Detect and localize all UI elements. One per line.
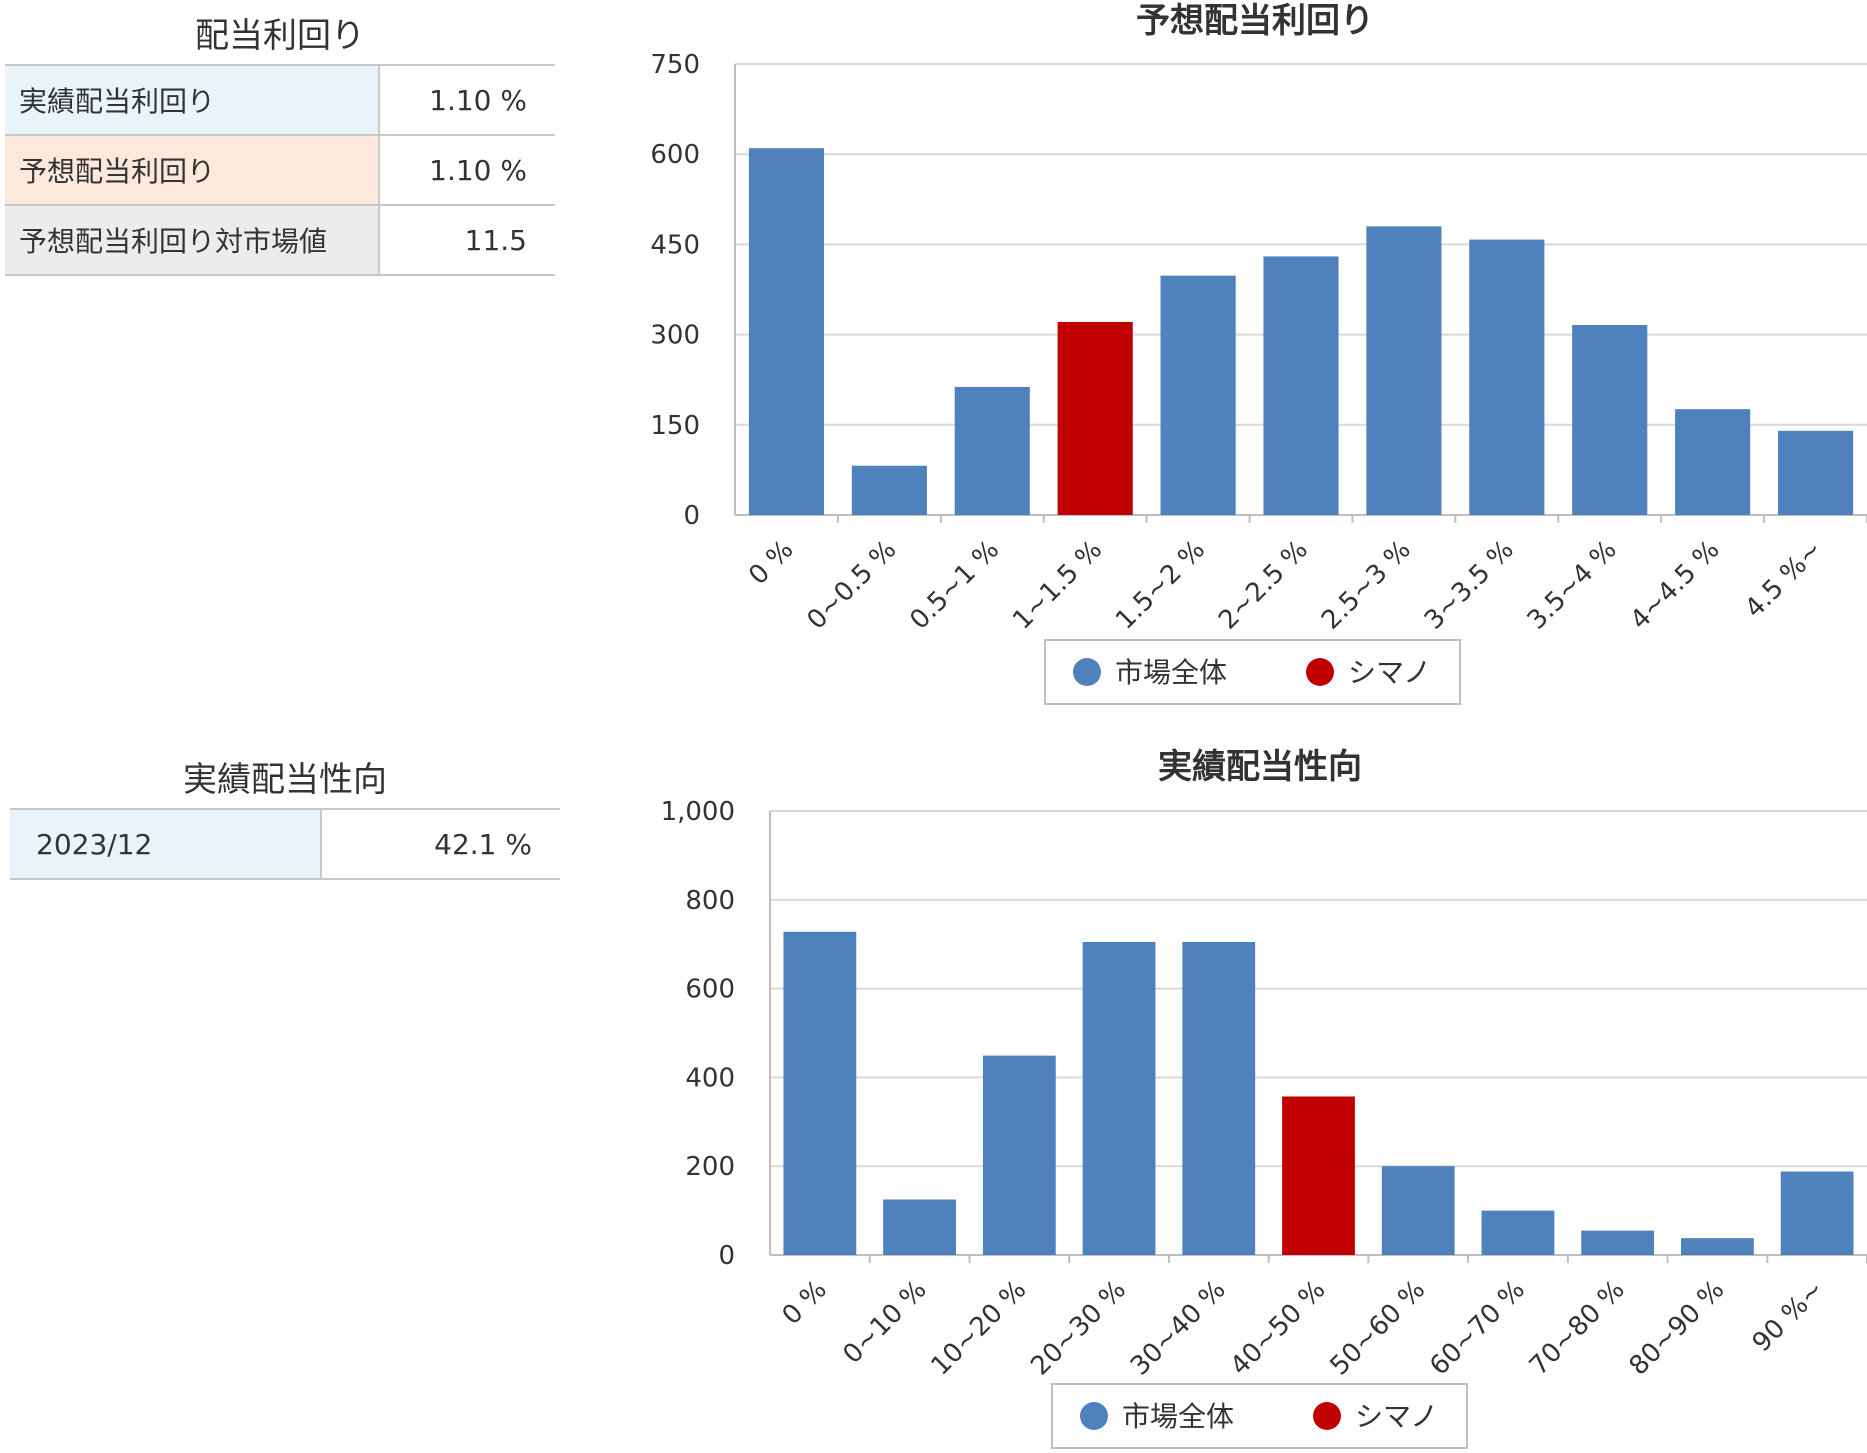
legend-box	[1051, 1383, 1468, 1449]
y-tick-label: 300	[650, 321, 700, 351]
bar	[1780, 1171, 1854, 1255]
bar	[748, 148, 825, 516]
row-value: 1.10 %	[379, 64, 555, 136]
row-value: 11.5	[379, 204, 555, 276]
y-tick-label: 1,000	[661, 797, 735, 827]
x-tick-label: 3.5~4 %	[1522, 535, 1623, 636]
x-tick-label: 0~10 %	[838, 1275, 933, 1370]
legend-marker	[1313, 1402, 1341, 1430]
bar	[851, 465, 927, 515]
chart-title: 実績配当性向	[1158, 747, 1362, 787]
bar	[1381, 1166, 1455, 1255]
bar	[1777, 430, 1854, 515]
bar	[982, 1055, 1056, 1255]
legend-label: 市場全体	[1122, 1400, 1234, 1433]
legend-label: 市場全体	[1115, 656, 1227, 689]
legend-box	[1044, 639, 1461, 705]
legend-marker	[1080, 1402, 1108, 1430]
bar	[783, 931, 857, 1255]
x-tick-label: 50~60 %	[1324, 1275, 1431, 1382]
legend-marker	[1306, 658, 1334, 686]
x-tick-label: 4.5 %~	[1739, 535, 1828, 624]
y-tick-label: 600	[650, 140, 700, 170]
bar	[954, 386, 1030, 515]
x-tick-label: 70~80 %	[1524, 1275, 1631, 1382]
bar	[1481, 1210, 1555, 1255]
x-tick-label: 2.5~3 %	[1316, 535, 1417, 636]
x-tick-label: 20~30 %	[1025, 1275, 1132, 1382]
x-tick-label: 80~90 %	[1624, 1275, 1731, 1382]
table-row: 実績配当利回り 1.10 %	[5, 64, 555, 136]
x-tick-label: 0 %	[777, 1275, 833, 1331]
x-tick-label: 60~70 %	[1424, 1275, 1531, 1382]
x-tick-label: 1~1.5 %	[1007, 535, 1108, 636]
row-value: 42.1 %	[321, 808, 560, 880]
payout-table-title: 実績配当性向	[183, 760, 387, 800]
row-label: 2023/12	[10, 808, 322, 880]
legend-label: シマノ	[1355, 1400, 1438, 1433]
row-value: 1.10 %	[379, 134, 555, 206]
bar	[1057, 321, 1133, 515]
bar	[1469, 239, 1545, 515]
x-tick-label: 2~2.5 %	[1213, 535, 1314, 636]
x-tick-label: 4~4.5 %	[1625, 535, 1726, 636]
x-tick-label: 0.5~1 %	[904, 535, 1005, 636]
y-tick-label: 450	[650, 230, 700, 260]
forecast-yield-chart: 予想配当利回り 0 150 300 450 600 750 0 % 0~0.5 % 0.5~1 %…	[650, 1, 1867, 705]
chart-title: 予想配当利回り	[1136, 1, 1374, 41]
y-tick-label: 750	[650, 50, 700, 80]
yield-table-title: 配当利回り	[195, 16, 365, 56]
bar	[1082, 941, 1156, 1255]
yield-table: 実績配当利回り 1.10 % 予想配当利回り 1.10 % 予想配当利回り対市場…	[5, 64, 555, 276]
row-label: 予想配当利回り対市場値	[5, 204, 380, 276]
y-tick-label: 0	[718, 1241, 735, 1271]
legend-marker	[1073, 658, 1101, 686]
table-row: 予想配当利回り対市場値 11.5	[5, 204, 555, 276]
y-tick-label: 0	[683, 501, 700, 531]
y-tick-label: 400	[685, 1063, 735, 1093]
row-label: 実績配当利回り	[5, 64, 380, 136]
bar	[1282, 1096, 1355, 1255]
x-tick-label: 3~3.5 %	[1419, 535, 1520, 636]
y-tick-label: 150	[650, 411, 700, 441]
x-tick-label: 0 %	[743, 535, 799, 591]
y-tick-label: 200	[685, 1152, 735, 1182]
bar	[883, 1199, 956, 1255]
bar	[1581, 1230, 1655, 1255]
payout-ratio-chart: 実績配当性向 0 200 400 600 800 1,000 0 % 0~10 %10~20 %…	[661, 747, 1867, 1449]
bar	[1160, 275, 1236, 515]
row-label: 予想配当利回り	[5, 134, 380, 206]
bar	[1681, 1238, 1754, 1255]
y-tick-label: 600	[685, 975, 735, 1005]
table-row: 予想配当利回り 1.10 %	[5, 134, 555, 206]
y-tick-label: 800	[685, 886, 735, 916]
legend-label: シマノ	[1348, 656, 1431, 689]
bar	[1366, 226, 1442, 516]
bar	[1675, 409, 1751, 515]
payout-table: 2023/12 42.1 %	[10, 808, 560, 880]
bar	[1263, 256, 1339, 515]
table-row: 2023/12 42.1 %	[10, 808, 560, 880]
x-tick-label: 1.5~2 %	[1110, 535, 1211, 636]
x-tick-label: 40~50 %	[1225, 1275, 1332, 1382]
bar	[1182, 941, 1256, 1255]
x-tick-label: 10~20 %	[926, 1275, 1033, 1382]
bar	[1572, 324, 1648, 515]
x-tick-label: 30~40 %	[1125, 1275, 1232, 1382]
x-tick-label: 90 %~	[1747, 1275, 1830, 1358]
x-tick-label: 0~0.5 %	[801, 535, 902, 636]
